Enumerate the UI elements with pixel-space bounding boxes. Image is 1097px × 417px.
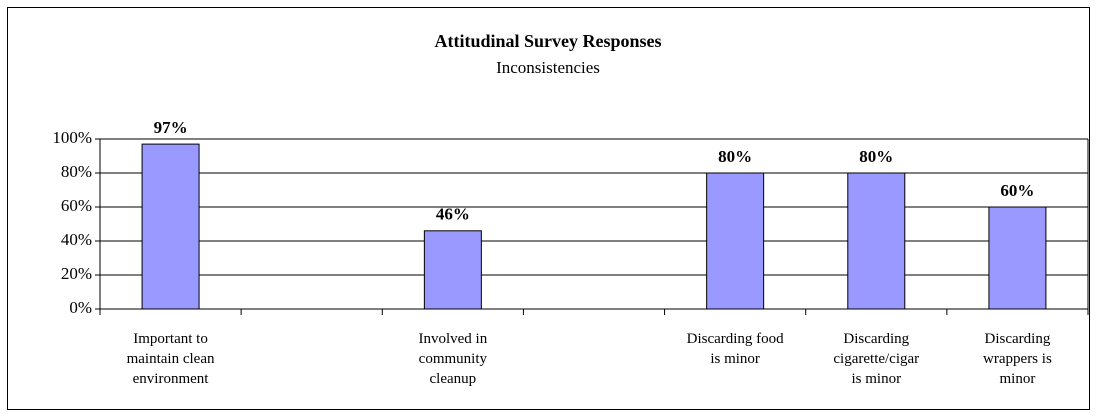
bar <box>423 230 482 310</box>
bar <box>847 172 906 310</box>
value-label: 46% <box>436 205 470 224</box>
value-label: 97% <box>154 118 188 137</box>
bar <box>141 143 200 310</box>
chart-title: Attitudinal Survey Responses <box>434 31 661 51</box>
x-tick-label: Discarding wrappers is minor <box>983 331 1052 387</box>
y-tick-label: 40% <box>61 230 92 249</box>
y-tick-label: 0% <box>69 298 92 317</box>
bar <box>988 206 1047 310</box>
x-tick-label: Discarding food is minor <box>686 331 784 367</box>
x-tick-label: Involved in community cleanup <box>418 331 488 387</box>
y-tick-label: 100% <box>52 128 92 147</box>
x-tick-label: Important to maintain clean environment <box>126 331 215 387</box>
value-label: 80% <box>718 147 752 166</box>
y-tick-label: 60% <box>61 196 92 215</box>
y-tick-label: 20% <box>61 264 92 283</box>
y-tick-label: 80% <box>61 162 92 181</box>
value-label: 80% <box>859 147 893 166</box>
chart-subtitle: Inconsistencies <box>496 58 600 77</box>
bar <box>706 172 765 310</box>
value-label: 60% <box>1000 181 1034 200</box>
x-tick-label: Discarding cigarette/cigar is minor <box>833 331 920 387</box>
